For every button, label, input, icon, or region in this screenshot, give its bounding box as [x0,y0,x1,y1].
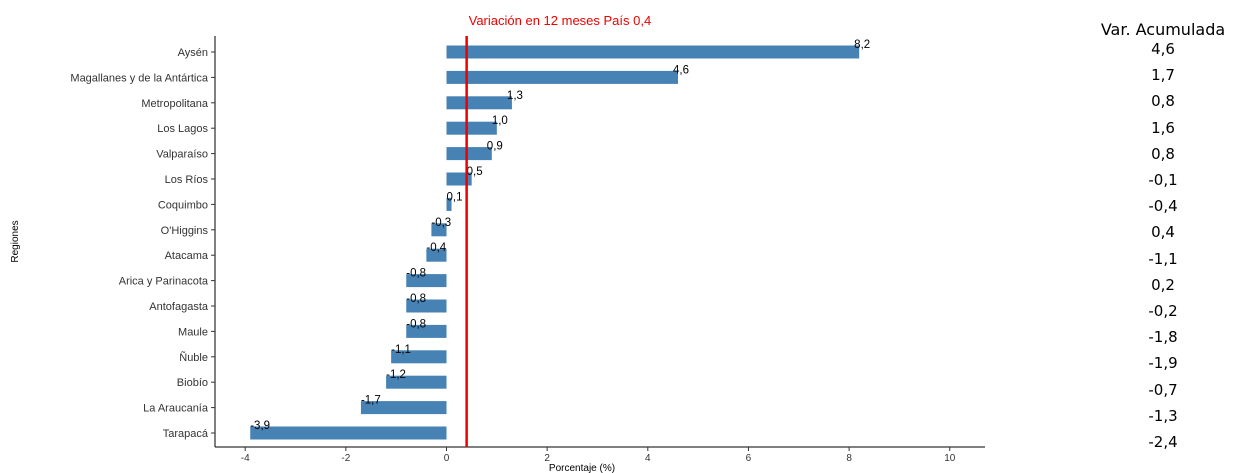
bar [426,248,447,262]
value-label: -0,3 [431,217,451,229]
bar [446,70,679,84]
category-label: La Araucanía [143,403,209,415]
bar [406,299,447,313]
bar [391,350,447,364]
value-label: 1,3 [507,90,523,102]
bar [446,45,860,59]
x-tick-label: -2 [341,453,350,464]
cumulative-variation-value: 0,2 [1151,275,1175,294]
cumulative-variation-value: -0,7 [1148,380,1178,399]
bar [446,172,472,186]
x-tick-label: 2 [544,453,550,464]
x-tick-label: 8 [846,453,852,464]
cumulative-variation-title: Var. Acumulada [1100,20,1226,39]
category-label: Arica y Parinacota [119,276,209,288]
x-tick-label: 4 [645,453,651,464]
category-label: Maule [178,326,208,338]
x-tick-label: -4 [241,453,250,464]
value-label: -0,4 [426,242,446,254]
bar [386,375,447,389]
value-label: 1,0 [492,115,508,127]
category-label: Aysén [178,47,208,59]
category-label: Biobío [177,377,208,389]
cumulative-variation-value: -0,2 [1148,302,1178,320]
category-label: Tarapacá [163,428,209,440]
bar [446,147,492,161]
value-label: -0,8 [406,318,426,330]
cumulative-variation-value: -0,1 [1148,171,1178,189]
cumulative-variation-value: 1,6 [1151,118,1175,137]
cumulative-variation-value: 0,8 [1151,92,1175,111]
cumulative-variation-value: -1,9 [1148,354,1178,373]
value-label: -0,8 [406,268,426,280]
x-tick-label: 6 [746,453,752,464]
value-label: 8,2 [854,39,870,51]
bar [446,96,512,110]
cumulative-variation-value: -1,1 [1148,249,1178,268]
cumulative-variation-value: 4,6 [1151,40,1175,58]
bar [406,324,447,338]
value-label: -1,1 [391,344,411,356]
category-label: Magallanes y de la Antártica [70,72,208,84]
bar-chart: -4 -2 0 2 4 6 8 10 Aysén 8,2 Magallanes y de la An… [10,13,985,473]
cumulative-variation-value: -1,8 [1148,328,1178,347]
category-label: Metropolitana [141,98,209,110]
x-axis-label: Porcentaje (%) [549,463,615,473]
bar [446,121,497,135]
y-axis-label: Regiones [10,220,21,262]
value-label: -0,8 [406,293,426,305]
value-label: 0,9 [487,141,503,153]
cumulative-variation-value: -2,4 [1148,433,1178,451]
x-tick-label: 0 [444,453,450,464]
bar [406,274,447,288]
value-label: -3,9 [250,420,270,432]
value-label: -1,7 [361,395,381,407]
chart-title: Variación en 12 meses País 0,4 [469,13,652,28]
category-label: Atacama [165,250,209,262]
category-label: Valparaíso [156,149,208,161]
bar [446,197,452,211]
bar [360,401,447,415]
cumulative-variation-value: -1,3 [1148,406,1178,425]
category-label: Los Lagos [157,123,208,135]
category-label: O'Higgins [161,225,209,237]
value-label: -1,2 [386,369,406,381]
cumulative-variation-value: 0,4 [1151,223,1175,242]
x-tick-label: 10 [944,453,956,464]
category-label: Los Ríos [165,174,209,186]
value-label: 0,1 [447,191,463,203]
bar [431,223,447,237]
category-label: Antofagasta [149,301,209,313]
cumulative-variation-value: -0,4 [1148,197,1178,216]
bar [250,426,447,440]
value-label: 0,5 [467,166,483,178]
value-label: 4,6 [673,64,689,76]
category-label: Coquimbo [158,199,208,211]
category-label: Ñuble [179,351,208,364]
cumulative-variation-value: 0,8 [1151,144,1175,163]
cumulative-variation-value: 1,7 [1151,66,1175,85]
